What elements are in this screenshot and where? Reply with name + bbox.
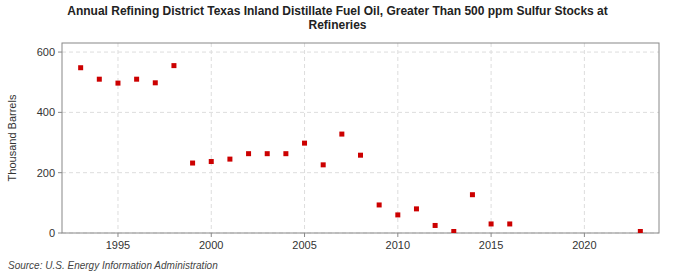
tick-label-y: 400 (37, 106, 55, 118)
tick-x (397, 233, 398, 237)
tick-label-x: 2005 (292, 239, 316, 251)
grid-line-x (584, 43, 585, 233)
tick-y (58, 52, 62, 53)
grid-line-x (117, 43, 118, 233)
y-axis-label: Thousand Barrels (6, 94, 18, 181)
tick-label-x: 2010 (386, 239, 410, 251)
point (153, 80, 158, 85)
point (209, 159, 214, 164)
tick-label-x: 1995 (106, 239, 130, 251)
point (507, 221, 512, 226)
tick-label-x: 2020 (572, 239, 596, 251)
grid-line-y (62, 112, 659, 113)
point (395, 212, 400, 217)
title: Annual Refining District Texas Inland Di… (67, 4, 608, 32)
point (414, 206, 419, 211)
grid-line-x (211, 43, 212, 233)
point (227, 157, 232, 162)
grid-line-y (62, 172, 659, 173)
point (134, 77, 139, 82)
tick-label-y: 600 (37, 46, 55, 58)
points (78, 63, 643, 233)
chart: Annual Refining District Texas Inland Di… (0, 0, 675, 275)
point (339, 132, 344, 137)
point (190, 161, 195, 166)
point (470, 192, 475, 197)
point (246, 151, 251, 156)
point (451, 229, 456, 233)
point (97, 77, 102, 82)
point (433, 223, 438, 228)
tick-x (117, 233, 118, 237)
ticks: 1995 2000 2005 2010 2015 2020 0 200 400 600 (37, 46, 597, 251)
point (638, 229, 643, 233)
point (265, 151, 270, 156)
tick-y (58, 112, 62, 113)
tick-x (491, 233, 492, 237)
point (489, 221, 494, 226)
tick-x (584, 233, 585, 237)
point (283, 151, 288, 156)
tick-label-y: 200 (37, 167, 55, 179)
grid-line-x (304, 43, 305, 233)
point (358, 153, 363, 158)
grid (62, 43, 659, 233)
point (78, 65, 83, 70)
tick-label-x: 2000 (199, 239, 223, 251)
tick-y (58, 172, 62, 173)
tick-x (211, 233, 212, 237)
tick-label-y: 0 (49, 227, 55, 239)
point (321, 162, 326, 167)
source-note: Source: U.S. Energy Information Administ… (8, 260, 218, 271)
point (115, 81, 120, 86)
grid-line-x (491, 43, 492, 233)
tick-label-x: 2015 (479, 239, 503, 251)
point (302, 141, 307, 146)
point (377, 202, 382, 207)
grid-line-y (62, 52, 659, 53)
plot-frame (62, 43, 659, 233)
grid-line-x (397, 43, 398, 233)
tick-y (58, 233, 62, 234)
point (171, 63, 176, 68)
tick-x (304, 233, 305, 237)
